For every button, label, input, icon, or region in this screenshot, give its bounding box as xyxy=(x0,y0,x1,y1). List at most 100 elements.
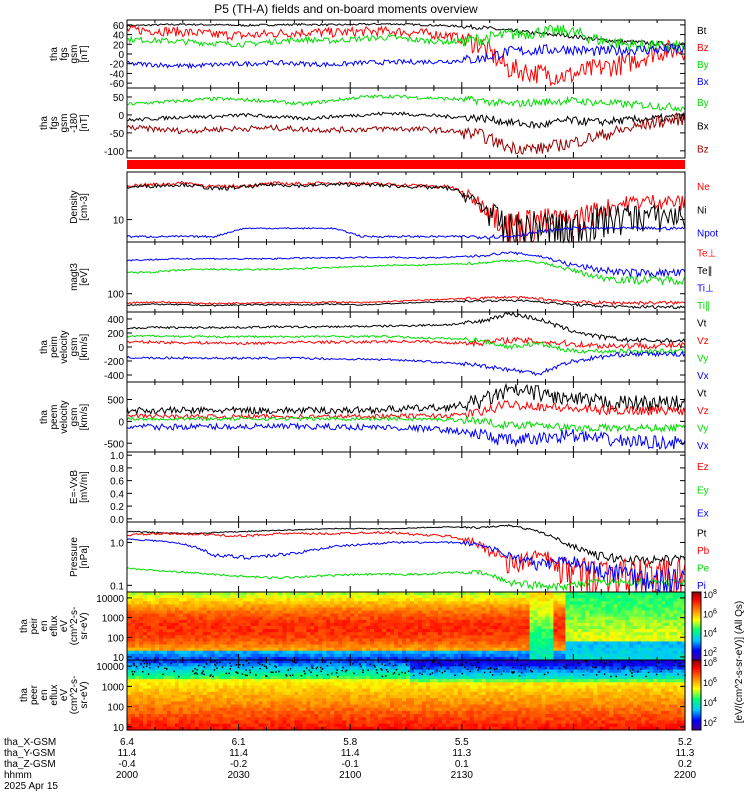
legend-peim_vel-1: Vz xyxy=(697,336,709,347)
ytick-fgs_gsm-0: 60 xyxy=(113,21,125,32)
ytick-peem_vel-0: 500 xyxy=(107,396,124,407)
xaxis-tick-3-hhmm: 2130 xyxy=(451,770,474,781)
ytick-efield-2: 0.6 xyxy=(110,477,124,488)
series-line-fgs_gsm-Bz xyxy=(126,24,686,87)
series-line-fgs_gsm-Bx xyxy=(126,43,686,70)
ylabel-density-1: [cm-3] xyxy=(79,193,90,221)
colorbar-tick-1-2: 104 xyxy=(703,697,717,708)
ylabel-peer_eflux-2: en xyxy=(39,689,50,700)
panel-peer_eflux: 10000 1000 100 10 tha peer en eflux eV (cm^2-s-sr… xyxy=(19,659,686,734)
ytick-efield-5: 0.0 xyxy=(110,515,124,526)
panel-pressure: Pt Pb Pe Pi 1.0 0.1 Pressure [nPa] xyxy=(69,521,710,594)
colorbar-label: [eV/(cm^2-s-sr-eV)] (All Qs) xyxy=(734,601,745,723)
xaxis-tick-2-x: 5.8 xyxy=(343,737,357,748)
ytick-peim_vel-4: -400 xyxy=(104,371,124,382)
colorbar-tick-1-0: 108 xyxy=(703,657,717,668)
colorbar-tick-1-1: 106 xyxy=(703,677,717,688)
ytick-fgs_gsm-6: -60 xyxy=(110,79,125,90)
ytick-fgs_gsm_rot-2: -50 xyxy=(110,129,125,140)
ytick-density-0: 10 xyxy=(113,216,125,227)
ytick-temp-0: 100 xyxy=(107,290,124,301)
series-line-temp-Te∥ xyxy=(126,298,686,310)
colorbar-tick-0-2: 104 xyxy=(703,628,717,639)
ylabel-fgs_gsm_rot-3: -180 xyxy=(69,113,80,133)
ytick-peer_eflux-1: 1000 xyxy=(102,682,125,693)
ylabel-pressure-0: Pressure xyxy=(69,537,80,577)
ytick-peir_eflux-1: 1000 xyxy=(102,614,125,625)
series-line-peim_vel-Vy xyxy=(126,334,686,355)
xaxis-tick-2-hhmm: 2100 xyxy=(339,770,362,781)
legend-density-1: Ni xyxy=(697,205,706,216)
ylabel-peir_eflux-3: eflux xyxy=(49,615,60,636)
xaxis-tick-0-z: -0.4 xyxy=(118,759,136,770)
ytick-efield-1: 0.8 xyxy=(110,464,124,475)
legend-peem_vel-0: Vt xyxy=(697,389,707,400)
ylabel-peir_eflux-5: (cm^2-s- xyxy=(69,607,80,646)
legend-fgs_gsm-2: By xyxy=(697,60,709,71)
xaxis-tick-1-y: 11.4 xyxy=(229,748,248,759)
legend-temp-0: Te⊥ xyxy=(697,249,716,260)
xaxis-row-label-1: tha_Y-GSM xyxy=(4,748,55,759)
legend-fgs_gsm-1: Bz xyxy=(697,43,709,54)
ylabel-peer_eflux-4: eV xyxy=(59,689,70,702)
series-line-temp-Ti⊥ xyxy=(126,251,686,278)
ytick-efield-4: 0.2 xyxy=(110,502,124,513)
series-line-peem_vel-Vx xyxy=(126,422,686,450)
legend-temp-1: Te∥ xyxy=(697,266,713,277)
legend-fgs_gsm_rot-1: Bx xyxy=(697,121,709,132)
ytick-fgs_gsm-4: -20 xyxy=(110,60,125,71)
legend-efield-0: Ez xyxy=(697,462,709,473)
ytick-peer_eflux-0: 10000 xyxy=(96,662,124,673)
legend-pressure-3: Pi xyxy=(697,581,706,592)
panel-efield: Ez Ey Ex 1.0 0.8 0.60.4 0.2 0.0 E=-VxB [mV/m] xyxy=(69,451,709,526)
series-line-pressure-Pt xyxy=(127,524,686,567)
panel-peim_vel: Vt Vz Vy Vx 400 200 0 -200 -400 tha peim velocity gs… xyxy=(39,311,709,383)
ylabel-peir_eflux-2: en xyxy=(39,620,50,631)
ytick-peim_vel-1: 200 xyxy=(107,329,124,340)
xaxis-row-label-3: hhmm xyxy=(4,770,32,781)
series-line-peim_vel-Vz xyxy=(127,336,686,350)
ylabel-pressure-1: [nPa] xyxy=(79,545,90,569)
ylabel-fgs_gsm_rot-4: [nT] xyxy=(79,114,90,131)
ylabel-fgs_gsm_rot-0: tha xyxy=(39,116,50,130)
ytick-fgs_gsm-2: 20 xyxy=(113,40,125,51)
legend-peem_vel-3: Vx xyxy=(697,441,709,452)
panel-density: Ne Ni Npot 10 Density [cm-3] xyxy=(69,171,718,244)
legend-peim_vel-2: Vy xyxy=(697,354,708,365)
ylabel-fgs_gsm-1: fgs xyxy=(59,47,70,60)
series-line-fgs_gsm-Bt xyxy=(126,22,686,47)
ylabel-peer_eflux-1: peer xyxy=(29,684,40,705)
series-line-density-Ne xyxy=(126,180,686,243)
legend-fgs_gsm-0: Bt xyxy=(697,26,707,37)
spacecraft-mode-bar xyxy=(127,160,685,169)
colorbar-tick-0-1: 106 xyxy=(703,608,717,619)
ylabel-peim_vel-2: velocity xyxy=(59,330,70,363)
xaxis-tick-2-y: 11.4 xyxy=(341,748,360,759)
ylabel-efield-0: E=-VxB xyxy=(69,470,80,505)
series-line-peim_vel-Vt xyxy=(126,311,686,345)
ylabel-temp-0: magt3 xyxy=(69,263,80,291)
legend-density-0: Ne xyxy=(697,182,710,193)
ytick-peir_eflux-3: 10 xyxy=(113,653,125,664)
ytick-peir_eflux-2: 100 xyxy=(107,633,124,644)
series-line-fgs_gsm_rot-By xyxy=(126,94,686,113)
series-line-peim_vel-Vx xyxy=(126,350,686,377)
ylabel-peer_eflux-6: sr-eV) xyxy=(79,681,90,708)
panel-peir_eflux: 10000 1000 100 10 tha peir en eflux eV (cm^2-s-sr… xyxy=(19,591,686,664)
colorbar-tick-0-3: 102 xyxy=(703,647,717,658)
ylabel-density-0: Density xyxy=(69,190,80,223)
legend-peim_vel-3: Vx xyxy=(697,371,709,382)
ylabel-peem_vel-4: [km/s] xyxy=(79,403,90,430)
series-line-density-Ni xyxy=(126,181,686,244)
series-line-pressure-Pi xyxy=(126,538,686,594)
legend-efield-2: Ex xyxy=(697,509,709,520)
ylabel-peir_eflux-4: eV xyxy=(59,620,70,633)
panel-temp: Te⊥ Te∥ Ti⊥ Ti∥ 100 magt3 [eV] xyxy=(69,241,716,313)
ytick-peim_vel-3: -200 xyxy=(104,357,124,368)
ytick-peem_vel-2: -500 xyxy=(104,439,124,450)
ylabel-peim_vel-1: peim xyxy=(49,336,60,358)
